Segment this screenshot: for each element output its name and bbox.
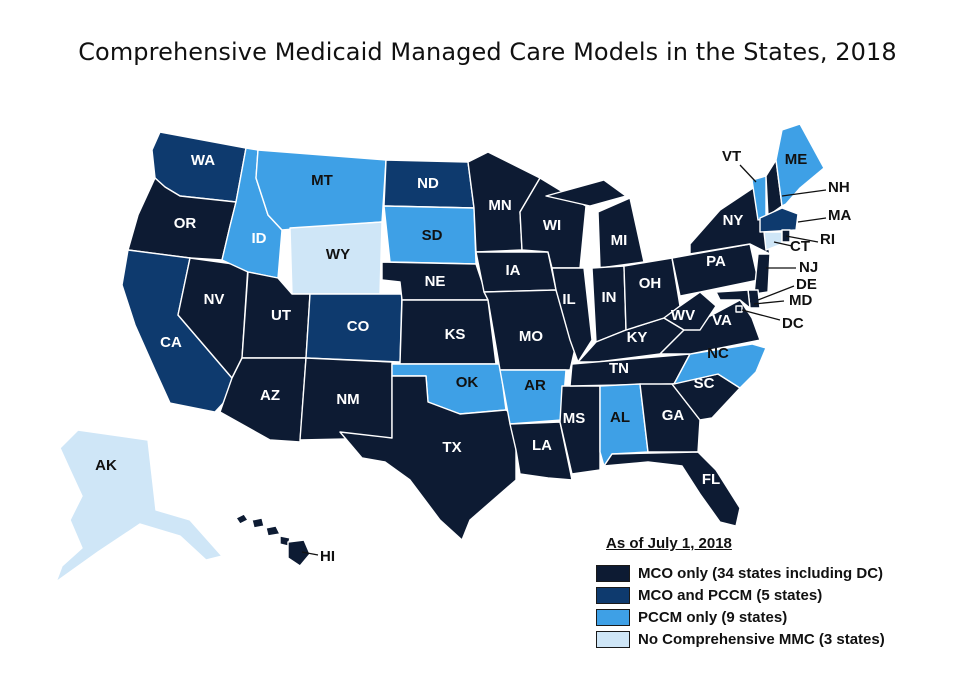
label-MO: MO <box>519 328 543 345</box>
label-GA: GA <box>662 407 685 424</box>
label-NM: NM <box>336 391 359 408</box>
label-WA: WA <box>191 152 215 169</box>
label-WY: WY <box>326 246 350 263</box>
label-RI: RI <box>820 231 835 248</box>
label-MA: MA <box>828 207 851 224</box>
state-ME[interactable] <box>775 123 825 207</box>
label-SD: SD <box>422 227 443 244</box>
state-HI[interactable] <box>235 513 249 525</box>
label-MS: MS <box>563 410 586 427</box>
label-CA: CA <box>160 334 182 351</box>
label-IA: IA <box>506 262 521 279</box>
legend-swatch-pccm-only <box>596 608 630 626</box>
label-ND: ND <box>417 175 439 192</box>
map-legend: As of July 1, 2018 MCO only (34 states i… <box>596 535 966 650</box>
legend-swatch-no-mmc <box>596 630 630 648</box>
state-NJ[interactable] <box>753 253 771 295</box>
label-PA: PA <box>706 253 726 270</box>
label-ME: ME <box>785 151 808 168</box>
label-WV: WV <box>671 307 695 324</box>
legend-item-no-mmc: No Comprehensive MMC (3 states) <box>596 628 966 650</box>
label-OH: OH <box>639 275 662 292</box>
legend-label-pccm-only: PCCM only (9 states) <box>638 608 788 626</box>
label-AR: AR <box>524 377 546 394</box>
state-HI[interactable] <box>265 525 281 537</box>
state-MI-UP[interactable] <box>545 179 627 207</box>
label-TX: TX <box>442 439 461 456</box>
label-CT: CT <box>790 238 810 255</box>
label-UT: UT <box>271 307 291 324</box>
label-NH: NH <box>828 179 850 196</box>
label-OK: OK <box>456 374 479 391</box>
label-TN: TN <box>609 360 629 377</box>
label-VA: VA <box>712 312 732 329</box>
label-FL: FL <box>702 471 720 488</box>
label-SC: SC <box>694 375 715 392</box>
label-MI: MI <box>611 232 628 249</box>
legend-label-mco-and-pccm: MCO and PCCM (5 states) <box>638 586 823 604</box>
label-NY: NY <box>723 212 744 229</box>
label-AK: AK <box>95 457 117 474</box>
label-MN: MN <box>488 197 511 214</box>
label-VT: VT <box>722 148 741 165</box>
label-WI: WI <box>543 217 561 234</box>
legend-swatch-mco-only <box>596 564 630 582</box>
label-HI: HI <box>320 548 335 565</box>
label-NJ: NJ <box>799 259 818 276</box>
legend-item-pccm-only: PCCM only (9 states) <box>596 606 966 628</box>
label-NE: NE <box>425 273 446 290</box>
state-MA[interactable] <box>759 207 799 233</box>
legend-title: As of July 1, 2018 <box>606 535 732 552</box>
state-FL[interactable] <box>603 451 741 527</box>
label-MD: MD <box>789 292 812 309</box>
state-AK[interactable] <box>55 429 223 583</box>
label-NV: NV <box>204 291 225 308</box>
label-CO: CO <box>347 318 370 335</box>
state-HI[interactable] <box>251 517 265 529</box>
label-LA: LA <box>532 437 552 454</box>
map-title: Comprehensive Medicaid Managed Care Mode… <box>78 38 897 66</box>
legend-item-mco-only: MCO only (34 states including DC) <box>596 562 966 584</box>
state-HI[interactable] <box>287 539 311 567</box>
label-KY: KY <box>627 329 648 346</box>
legend-item-mco-and-pccm: MCO and PCCM (5 states) <box>596 584 966 606</box>
state-PA[interactable] <box>671 243 759 297</box>
label-IN: IN <box>602 289 617 306</box>
label-DC: DC <box>782 315 804 332</box>
state-MD[interactable] <box>715 289 751 309</box>
label-MT: MT <box>311 172 333 189</box>
legend-label-no-mmc: No Comprehensive MMC (3 states) <box>638 630 885 648</box>
label-DE: DE <box>796 276 817 293</box>
legend-label-mco-only: MCO only (34 states including DC) <box>638 564 884 582</box>
label-ID: ID <box>252 230 267 247</box>
state-WV[interactable] <box>663 291 717 331</box>
legend-swatch-mco-and-pccm <box>596 586 630 604</box>
label-AL: AL <box>610 409 630 426</box>
state-DC[interactable] <box>735 305 743 313</box>
state-CT[interactable] <box>763 231 783 251</box>
label-KS: KS <box>445 326 466 343</box>
label-IL: IL <box>562 291 575 308</box>
state-TX[interactable] <box>339 375 517 541</box>
label-OR: OR <box>174 215 197 232</box>
label-AZ: AZ <box>260 387 280 404</box>
hi-islands <box>235 513 311 567</box>
state-MT[interactable] <box>255 149 387 231</box>
label-NC: NC <box>707 345 729 362</box>
